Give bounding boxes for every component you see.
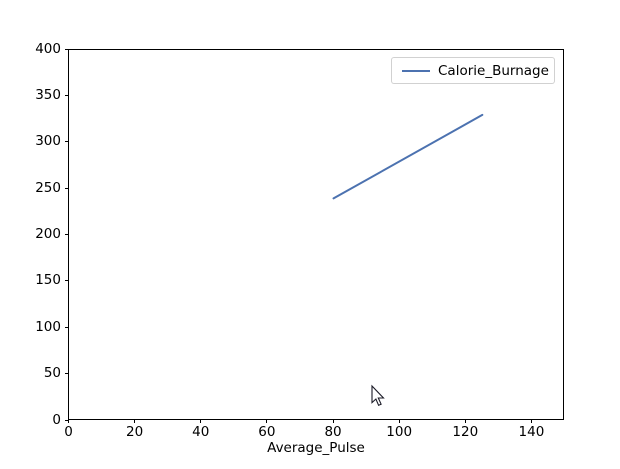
x-tick-label: 100 [386, 424, 413, 440]
y-tick-label: 250 [35, 179, 61, 196]
y-tick-mark [64, 234, 69, 235]
y-tick-mark [64, 94, 69, 96]
y-tick-mark [64, 48, 69, 50]
x-tick-mark [134, 419, 136, 423]
y-tick-mark [64, 280, 69, 282]
x-tick-mark [200, 419, 202, 423]
y-tick-mark [64, 419, 69, 421]
y-tick-label: 200 [35, 226, 61, 242]
series-plot-canvas [332, 113, 484, 200]
legend-line-sample [402, 69, 430, 72]
mouse-cursor [371, 384, 385, 407]
x-tick-mark [464, 419, 466, 423]
x-tick-label: 80 [324, 424, 342, 440]
x-tick-mark [68, 419, 69, 423]
x-tick-label: 0 [64, 424, 73, 440]
x-tick-mark [266, 419, 268, 423]
y-tick-mark [64, 187, 69, 189]
x-tick-mark [398, 419, 400, 423]
y-tick-label: 0 [52, 411, 61, 428]
x-tick-label: 140 [518, 424, 545, 440]
x-tick-mark [332, 419, 334, 423]
series-line-calorie_burnage [332, 113, 484, 200]
y-tick-label: 150 [35, 272, 61, 289]
y-tick-label: 350 [35, 86, 61, 103]
x-tick-label: 40 [192, 424, 210, 440]
legend: Calorie_Burnage [391, 57, 555, 84]
y-tick-label: 100 [35, 318, 61, 335]
y-tick-label: 300 [35, 133, 61, 150]
y-tick-mark [64, 326, 69, 328]
x-axis-label: Average_Pulse [267, 440, 365, 456]
y-tick-mark [64, 373, 69, 375]
y-tick-mark [64, 141, 69, 143]
y-tick-label: 400 [35, 40, 61, 57]
legend-label: Calorie_Burnage [438, 62, 549, 79]
x-tick-mark [530, 419, 532, 423]
x-tick-label: 20 [126, 424, 144, 440]
x-tick-label: 120 [452, 424, 479, 440]
plot-area: Calorie_Burnage [68, 49, 564, 420]
x-tick-label: 60 [258, 424, 276, 440]
y-tick-label: 50 [43, 365, 61, 382]
